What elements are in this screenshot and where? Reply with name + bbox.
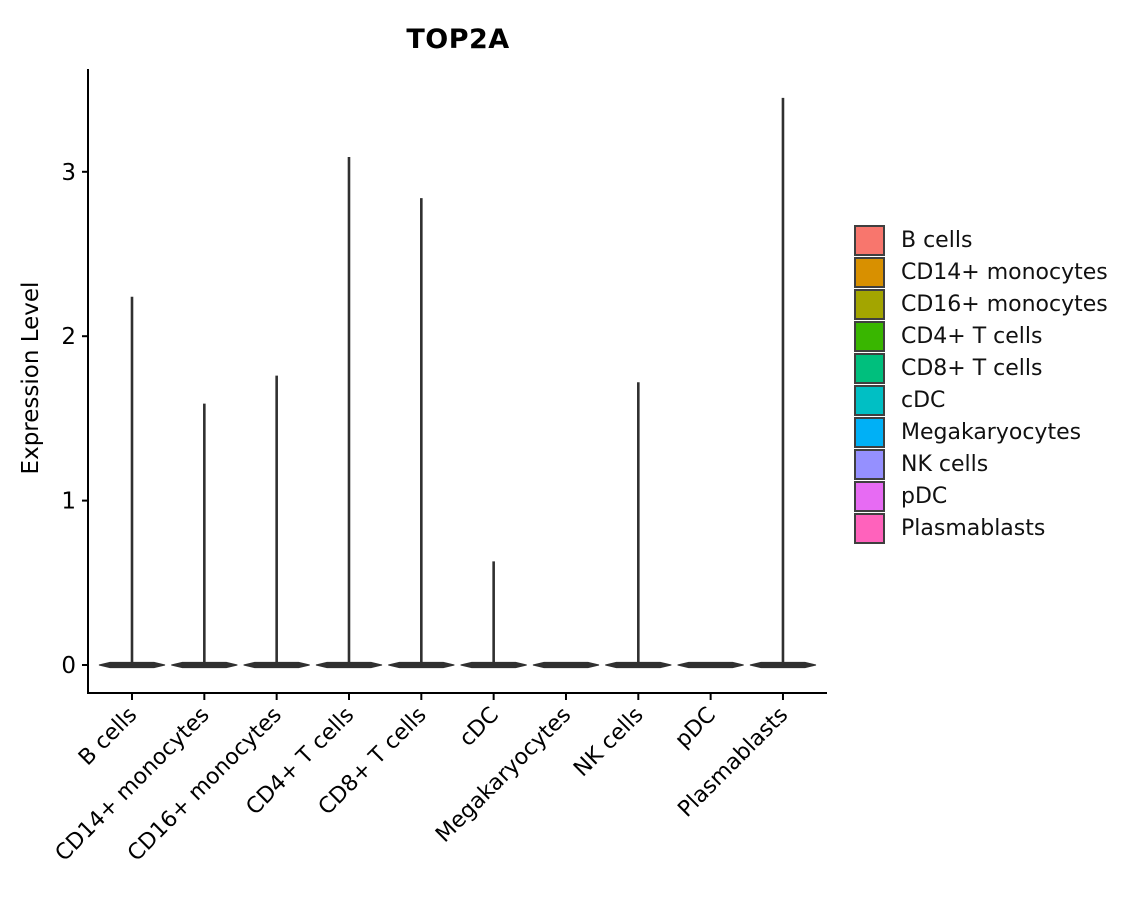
legend: B cells CD14+ monocytes CD16+ monocytes CD4…: [854, 224, 1108, 544]
violin-base: [605, 661, 672, 669]
legend-key-swatch: [854, 480, 885, 512]
violin-base: [315, 661, 383, 669]
legend-key-swatch: [854, 416, 885, 448]
x-tick-label: B cells: [74, 703, 142, 771]
plot-title: TOP2A: [406, 24, 510, 55]
violin-base: [243, 661, 310, 669]
legend-item-label: Plasmablasts: [901, 515, 1046, 541]
y-tick-label: 3: [61, 160, 76, 186]
legend-item: CD8+ T cells: [854, 352, 1108, 384]
legend-item-label: cDC: [901, 387, 946, 413]
legend-item-label: pDC: [901, 483, 948, 509]
legend-item-label: CD4+ T cells: [901, 323, 1043, 349]
legend-key-swatch: [854, 384, 885, 416]
violin-base: [532, 661, 600, 669]
y-tick-label: 0: [61, 653, 76, 679]
legend-item: cDC: [854, 384, 1108, 416]
legend-item: CD16+ monocytes: [854, 288, 1108, 320]
legend-item-label: Megakaryocytes: [901, 419, 1082, 445]
legend-item-label: NK cells: [901, 451, 989, 477]
legend-item-label: CD14+ monocytes: [901, 259, 1108, 285]
legend-item: B cells: [854, 224, 1108, 256]
legend-key-swatch: [854, 224, 885, 256]
legend-item: pDC: [854, 480, 1108, 512]
x-tick-label: pDC: [670, 703, 720, 753]
x-tick-label: NK cells: [569, 703, 648, 782]
legend-item: Megakaryocytes: [854, 416, 1108, 448]
legend-item: CD4+ T cells: [854, 320, 1108, 352]
x-tick-label: cDC: [455, 703, 504, 752]
legend-key-swatch: [854, 320, 885, 352]
legend-item-label: B cells: [901, 227, 973, 253]
violin-base: [388, 661, 455, 669]
violin-base: [171, 661, 238, 669]
legend-item-label: CD16+ monocytes: [901, 291, 1108, 317]
violin-base: [677, 661, 744, 669]
legend-item: NK cells: [854, 448, 1108, 480]
legend-item: CD14+ monocytes: [854, 256, 1108, 288]
violin-base: [460, 661, 527, 669]
legend-key-swatch: [854, 288, 885, 320]
y-tick-label: 2: [61, 324, 76, 350]
legend-key-swatch: [854, 448, 885, 480]
violin-base: [749, 661, 817, 669]
y-tick-label: 1: [61, 489, 76, 515]
violin-base: [98, 661, 166, 669]
legend-item: Plasmablasts: [854, 512, 1108, 544]
x-tick-label: Megakaryocytes: [431, 703, 576, 848]
legend-item-label: CD8+ T cells: [901, 355, 1043, 381]
legend-key-swatch: [854, 352, 885, 384]
legend-key-swatch: [854, 256, 885, 288]
legend-key-swatch: [854, 512, 885, 544]
